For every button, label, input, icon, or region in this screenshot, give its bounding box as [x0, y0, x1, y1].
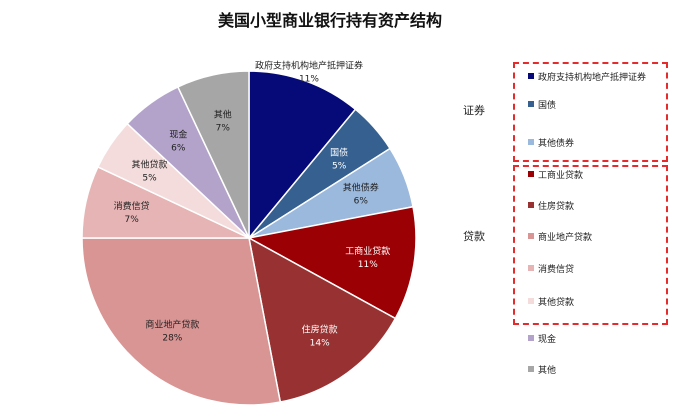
slice-label: 现金	[169, 129, 187, 141]
slice-value-label: 14%	[310, 338, 330, 348]
legend-item: 商业地产贷款	[528, 228, 592, 244]
legend-swatch	[528, 265, 534, 271]
loans-group-label: 贷款	[463, 230, 485, 243]
slice-value-label: 6%	[171, 144, 186, 154]
slice-label: 其他	[214, 109, 232, 121]
legend-item: 政府支持机构地产抵押证券	[528, 68, 646, 84]
legend-item: 住房贷款	[528, 197, 574, 213]
legend-item: 工商业贷款	[528, 166, 583, 182]
slice-value-label: 5%	[142, 173, 157, 183]
slice-value-label: 11%	[299, 74, 319, 84]
legend-item: 其他	[528, 361, 556, 377]
slice-value-label: 7%	[216, 124, 231, 134]
legend-swatch	[528, 233, 534, 239]
legend-item: 国债	[528, 96, 556, 112]
pie-slice	[176, 70, 250, 239]
pie-slice	[248, 70, 357, 241]
pie-labels: 政府支持机构地产抵押证券 11% 国债 5% 其他债券 6% 工商业贷款 11% 住房贷款 14%…	[114, 59, 391, 348]
legend-swatch	[528, 202, 534, 208]
pie-slice	[246, 205, 417, 320]
legend-item: 消费信贷	[528, 260, 574, 276]
chart-title: 美国小型商业银行持有资产结构	[218, 11, 442, 30]
pie-slice	[247, 236, 397, 403]
slice-label: 其他债券	[343, 182, 379, 194]
legend-swatch	[528, 171, 534, 177]
slice-value-label: 7%	[125, 215, 140, 225]
legend-label: 消费信贷	[538, 264, 575, 275]
legend-swatch	[528, 101, 534, 107]
pie-slices	[81, 70, 417, 406]
slice-label: 政府支持机构地产抵押证券	[255, 59, 363, 71]
legend-label: 政府支持机构地产抵押证券	[538, 72, 647, 83]
legend-label: 其他债券	[538, 138, 575, 149]
slice-value-label: 5%	[332, 161, 347, 171]
slice-label: 住房贷款	[302, 323, 338, 335]
legend-swatch	[528, 298, 534, 304]
slice-value-label: 28%	[162, 334, 182, 344]
legend-swatch	[528, 366, 534, 372]
slice-label: 其他贷款	[132, 158, 168, 170]
securities-group-box	[513, 62, 668, 162]
slice-label: 消费信贷	[114, 200, 150, 212]
slice-value-label: 6%	[354, 197, 369, 207]
legend-label: 商业地产贷款	[538, 232, 593, 243]
slice-label: 国债	[330, 146, 348, 158]
legend-label: 住房贷款	[538, 201, 575, 212]
legend-swatch	[528, 73, 534, 79]
legend-label: 其他贷款	[538, 297, 575, 308]
legend-item: 现金	[528, 330, 556, 346]
slice-label: 工商业贷款	[345, 245, 390, 257]
securities-group-label: 证券	[463, 104, 485, 117]
legend-item: 其他债券	[528, 134, 574, 150]
legend-item: 其他贷款	[528, 293, 574, 309]
legend-label: 现金	[538, 334, 557, 345]
legend-label: 工商业贷款	[538, 170, 584, 181]
legend-swatch	[528, 335, 534, 341]
loans-group-box	[513, 165, 668, 325]
legend-label: 国债	[538, 100, 557, 111]
slice-value-label: 11%	[358, 260, 378, 270]
legend-label: 其他	[538, 365, 557, 376]
pie-slice	[81, 237, 282, 406]
slice-label: 商业地产贷款	[145, 319, 199, 331]
legend-swatch	[528, 139, 534, 145]
